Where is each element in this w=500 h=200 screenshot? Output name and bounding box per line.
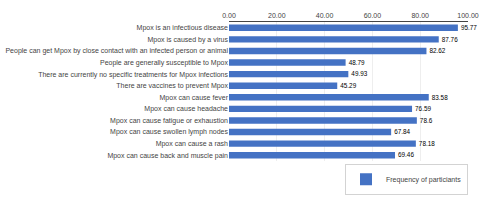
- svg-text:100.00: 100.00: [457, 12, 479, 19]
- svg-text:78.6: 78.6: [420, 117, 433, 124]
- svg-text:Frequency of particiants: Frequency of particiants: [386, 176, 461, 184]
- svg-text:People can get Mpox by close c: People can get Mpox by close contact wit…: [5, 47, 228, 55]
- svg-text:48.79: 48.79: [349, 59, 365, 66]
- svg-text:83.58: 83.58: [432, 94, 448, 101]
- svg-text:Mpox is an infectious disease: Mpox is an infectious disease: [137, 24, 229, 32]
- svg-text:40.00: 40.00: [316, 12, 334, 19]
- svg-text:Mpox is caused by a virus: Mpox is caused by a virus: [147, 36, 228, 44]
- svg-text:Mpox can cause headache: Mpox can cause headache: [144, 105, 228, 113]
- svg-text:80.00: 80.00: [411, 12, 429, 19]
- svg-text:Mpox can cause swollen lymph n: Mpox can cause swollen lymph nodes: [110, 128, 228, 136]
- svg-text:67.84: 67.84: [394, 128, 410, 135]
- svg-text:0.00: 0.00: [222, 12, 236, 19]
- svg-text:87.76: 87.76: [442, 36, 458, 43]
- svg-text:Mpox can cause a rash: Mpox can cause a rash: [156, 140, 228, 148]
- svg-text:There are currently no specifi: There are currently no specific treatmen…: [38, 71, 228, 79]
- svg-text:There are vaccines to prevent: There are vaccines to prevent Mpox: [116, 82, 228, 90]
- svg-text:69.46: 69.46: [398, 151, 414, 158]
- svg-text:76.59: 76.59: [415, 105, 431, 112]
- svg-text:Mpox can cause fatigue or exha: Mpox can cause fatigue or exhaustion: [110, 117, 228, 125]
- svg-text:95.77: 95.77: [461, 24, 477, 31]
- svg-text:78.18: 78.18: [419, 140, 435, 147]
- svg-text:People are generally susceptib: People are generally susceptible to Mpox: [100, 59, 229, 67]
- svg-text:Mpox can cause back and muscle: Mpox can cause back and muscle pain: [107, 152, 228, 160]
- svg-text:Mpox can cause fever: Mpox can cause fever: [160, 94, 229, 102]
- svg-text:82.62: 82.62: [429, 47, 445, 54]
- svg-text:60.00: 60.00: [364, 12, 382, 19]
- svg-text:45.29: 45.29: [340, 82, 356, 89]
- svg-text:49.93: 49.93: [351, 70, 367, 77]
- svg-text:20.00: 20.00: [268, 12, 286, 19]
